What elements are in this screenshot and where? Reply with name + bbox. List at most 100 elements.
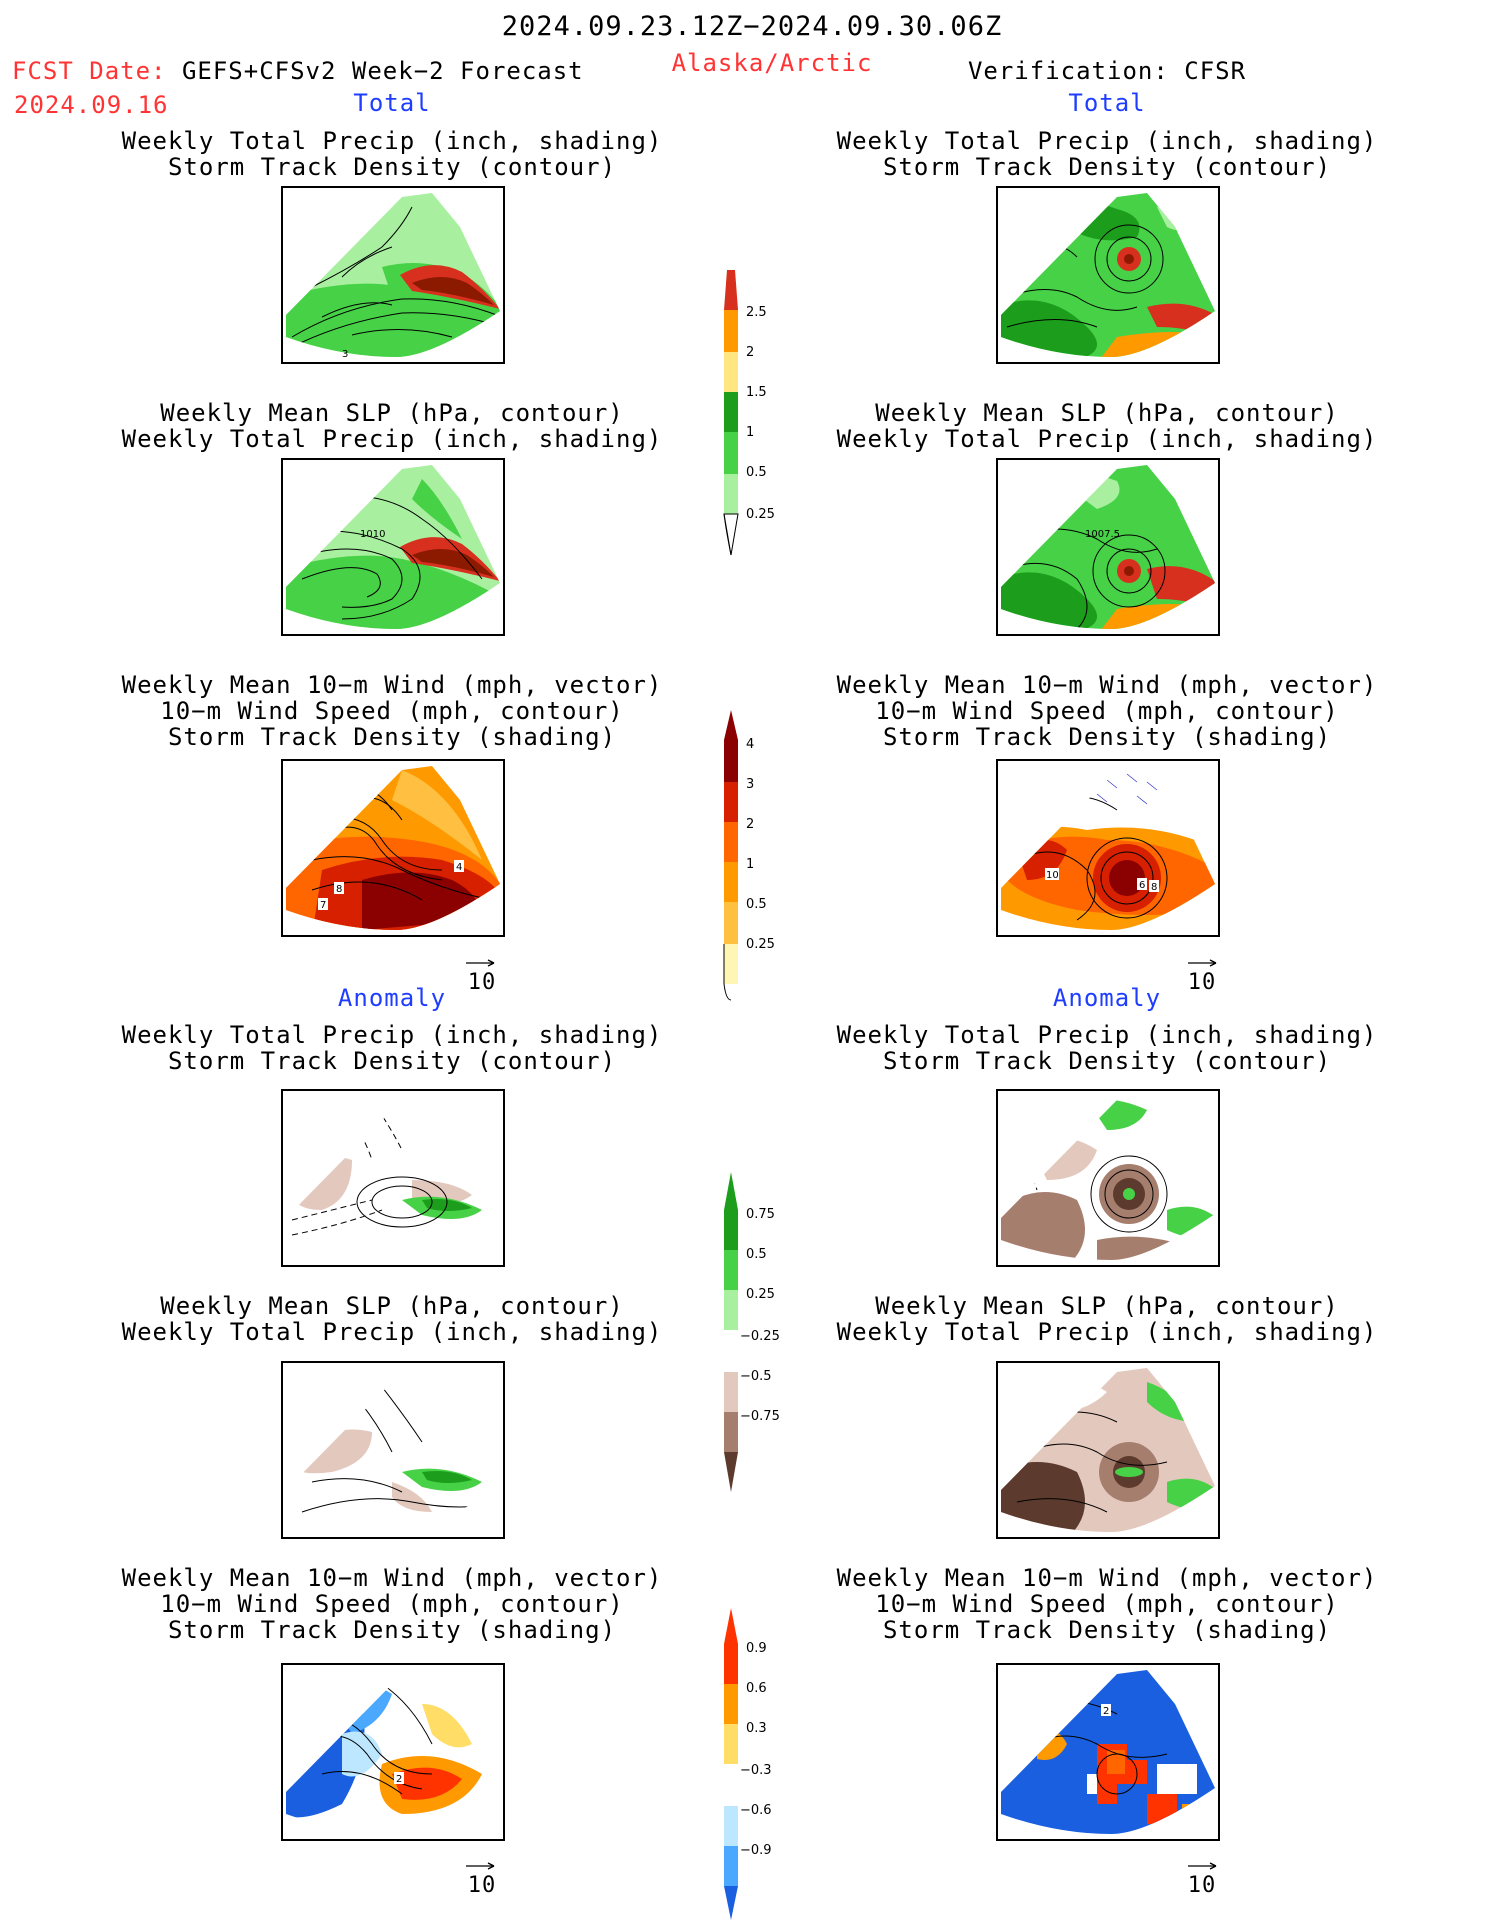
cb-precip-total-label-5: 0.5 [746,465,767,480]
ref-vector-label-verif-anomaly: 10 [1187,1873,1217,1898]
title-verif-precip-anom-2: Storm Track Density (contour) [882,1047,1332,1075]
cb-storm-anom-label-2: 0.6 [746,1681,767,1696]
title-verif-precip-2: Storm Track Density (contour) [882,153,1332,181]
colorbar-precip-anomaly [724,1172,738,1492]
map-fcst-precip-anomaly [281,1089,505,1267]
map-verif-precip-anomaly [996,1089,1220,1267]
contour-label-fcst-wind-anom: 2 [396,1774,402,1785]
wind-labels-verif: 10 6 8 [1045,868,1159,893]
fcst-model: GEFS+CFSv2 Week−2 Forecast [181,57,584,85]
map-verif-slp-anomaly [996,1361,1220,1539]
cb-precip-total-label-3: 1.5 [746,385,767,400]
fcst-date-label: FCST Date: GEFS+CFSv2 Week−2 Forecast [12,58,584,84]
ref-vector-label-fcst-total: 10 [467,970,497,995]
ref-vector-label-fcst-anomaly: 10 [467,1873,497,1898]
contour-label-10: 10 [1046,870,1059,881]
contour-label-8: 8 [1151,882,1157,893]
map-fcst-wind-total: 8 7 4 [281,759,505,937]
title-fcst-wind-anom-1: Weekly Mean 10−m Wind (mph, vector) [121,1564,663,1592]
title-verif-precip-anom-1: Weekly Total Precip (inch, shading) [836,1021,1378,1049]
cb-precip-total-label-4: 1 [746,425,754,440]
colorbar-storm-total [723,710,738,1001]
cb-precip-anom-label-5: −0.5 [740,1369,772,1384]
title-fcst-precip-1: Weekly Total Precip (inch, shading) [121,127,663,155]
colorbar-storm-anomaly [724,1608,738,1920]
title-fcst-wind-anom-3: Storm Track Density (shading) [167,1616,617,1644]
title-verif-slp-anom-2: Weekly Total Precip (inch, shading) [836,1318,1378,1346]
region-label: Alaska/Arctic [671,49,873,77]
title-verif-wind-3: Storm Track Density (shading) [882,723,1332,751]
forecast-period: 2024.09.23.12Z−2024.09.30.06Z [501,11,1003,42]
ref-vector-fcst-total [466,959,495,967]
map-fcst-slp-total: 1010 [281,458,505,636]
title-verif-slp-2: Weekly Total Precip (inch, shading) [836,425,1378,453]
title-fcst-slp-anom-2: Weekly Total Precip (inch, shading) [121,1318,663,1346]
colorbar-precip-total [723,270,739,556]
cb-precip-anom-label-6: −0.75 [740,1409,780,1424]
title-verif-wind-2: 10−m Wind Speed (mph, contour) [875,697,1339,725]
cb-storm-total-label-4: 1 [746,857,754,872]
title-fcst-precip-anom-2: Storm Track Density (contour) [167,1047,617,1075]
cb-storm-total-label-2: 3 [746,777,754,792]
title-fcst-wind-3: Storm Track Density (shading) [167,723,617,751]
title-fcst-slp-2: Weekly Total Precip (inch, shading) [121,425,663,453]
map-verif-slp-total: 1007.5 [996,458,1220,636]
title-verif-wind-anom-2: 10−m Wind Speed (mph, contour) [875,1590,1339,1618]
title-fcst-precip-2: Storm Track Density (contour) [167,153,617,181]
ref-vector-verif-total [1188,959,1217,967]
fcst-label-text: FCST Date: [12,57,167,85]
ref-vector-label-verif-total: 10 [1187,970,1217,995]
ref-vector-fcst-anomaly [466,1862,495,1870]
map-fcst-precip-total: 3 [281,186,505,364]
title-fcst-wind-anom-2: 10−m Wind Speed (mph, contour) [160,1590,624,1618]
total-label-right: Total [1068,89,1146,117]
title-verif-precip-1: Weekly Total Precip (inch, shading) [836,127,1378,155]
colorbar-precip-anomaly-labels: 0.75 0.5 0.25 −0.25 −0.5 −0.75 [740,1207,780,1424]
contour-label-7: 7 [320,900,326,911]
cb-storm-anom-label-4: −0.3 [740,1763,772,1778]
cb-storm-anom-label-6: −0.9 [740,1843,772,1858]
cb-storm-anom-label-5: −0.6 [740,1803,772,1818]
cb-precip-anom-label-1: 0.75 [746,1207,775,1222]
colorbar-storm-anomaly-labels: 0.9 0.6 0.3 −0.3 −0.6 −0.9 [740,1641,772,1858]
cb-storm-anom-label-3: 0.3 [746,1721,767,1736]
total-label-left: Total [353,89,431,117]
title-verif-wind-1: Weekly Mean 10−m Wind (mph, vector) [836,671,1378,699]
title-fcst-wind-1: Weekly Mean 10−m Wind (mph, vector) [121,671,663,699]
map-verif-wind-anomaly: 2 [996,1663,1220,1841]
cb-precip-total-label-1: 2.5 [746,305,767,320]
colorbar-precip-total-labels: 2.5 2 1.5 1 0.5 0.25 [746,305,775,522]
title-fcst-wind-2: 10−m Wind Speed (mph, contour) [160,697,624,725]
cb-storm-total-label-3: 2 [746,817,754,832]
contour-label-fcst-storm: 3 [342,349,348,360]
contour-label-verif-slp: 1007.5 [1085,529,1120,540]
map-fcst-wind-anomaly: 2 [281,1663,505,1841]
verification-label: Verification: CFSR [967,57,1247,85]
title-fcst-slp-anom-1: Weekly Mean SLP (hPa, contour) [160,1292,624,1320]
cb-storm-anom-label-1: 0.9 [746,1641,767,1656]
cb-precip-anom-label-4: −0.25 [740,1329,780,1344]
anomaly-label-left: Anomaly [337,984,447,1012]
ref-vector-verif-anomaly [1188,1862,1217,1870]
title-verif-wind-anom-3: Storm Track Density (shading) [882,1616,1332,1644]
anomaly-label-right: Anomaly [1052,984,1162,1012]
title-fcst-slp-1: Weekly Mean SLP (hPa, contour) [160,399,624,427]
contour-label-fcst-slp: 1010 [360,529,385,540]
cb-storm-total-label-1: 4 [746,737,754,752]
cb-storm-total-label-5: 0.5 [746,897,767,912]
cb-precip-anom-label-2: 0.5 [746,1247,767,1262]
map-fcst-slp-anomaly [281,1361,505,1539]
title-verif-slp-1: Weekly Mean SLP (hPa, contour) [875,399,1339,427]
map-verif-precip-total [996,186,1220,364]
wind-labels-fcst: 8 7 4 [318,860,464,911]
map-verif-wind-total: 10 6 8 [996,759,1220,937]
cb-precip-total-label-2: 2 [746,345,754,360]
cb-precip-anom-label-3: 0.25 [746,1287,775,1302]
contour-label-4: 4 [456,862,462,873]
contour-label-8: 8 [336,884,342,895]
fcst-date: 2024.09.16 [14,91,169,119]
cb-precip-total-label-6: 0.25 [746,507,775,522]
contour-label-verif-wind-anom: 2 [1103,1706,1109,1717]
title-verif-wind-anom-1: Weekly Mean 10−m Wind (mph, vector) [836,1564,1378,1592]
